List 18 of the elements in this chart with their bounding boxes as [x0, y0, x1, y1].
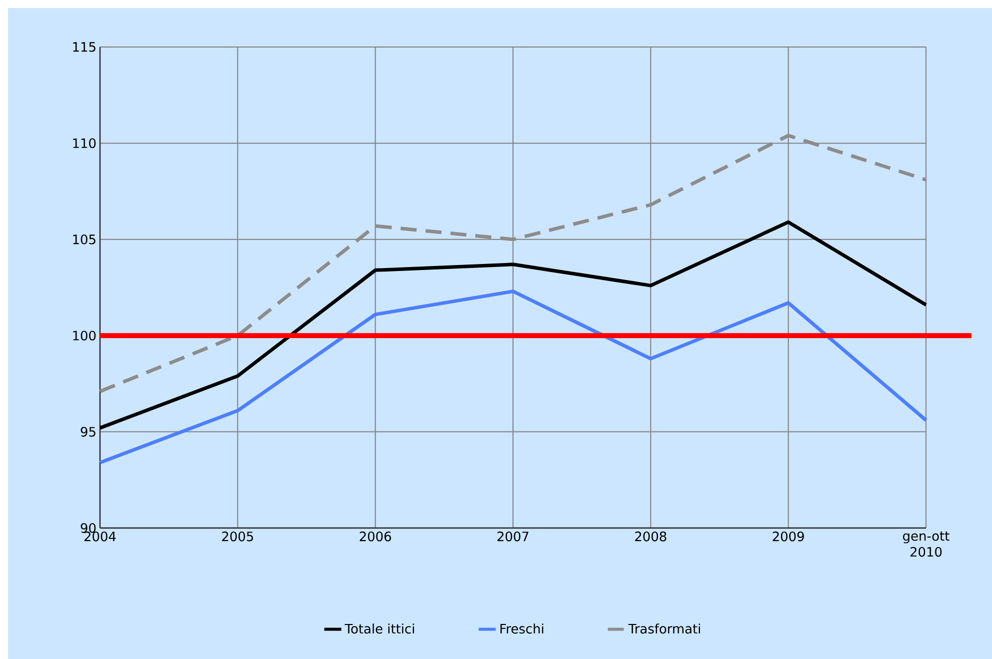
x-tick-label: 2008 — [635, 532, 666, 542]
legend-label: Totale ittici — [344, 624, 414, 634]
x-tick-label: 2004 — [84, 532, 116, 542]
line-series — [98, 220, 928, 430]
y-tick-label: 90 — [80, 523, 96, 533]
y-tick-label: 110 — [73, 138, 96, 148]
x-tick-label: 2007 — [497, 532, 528, 542]
y-tick-label: 100 — [73, 330, 96, 340]
y-tick-label: 105 — [73, 234, 96, 244]
y-tick-label: 115 — [73, 42, 96, 52]
x-tick-label: 2009 — [772, 532, 804, 542]
y-tick-label: 95 — [80, 426, 96, 437]
line-series — [98, 290, 928, 464]
x-tick-label: 2005 — [222, 532, 254, 542]
x-tick-label: 2006 — [360, 532, 391, 542]
legend-label: Trasformati — [628, 624, 700, 634]
legend-label: Freschi — [500, 624, 544, 634]
x-tick-label: gen-ott 2010 — [903, 532, 950, 557]
